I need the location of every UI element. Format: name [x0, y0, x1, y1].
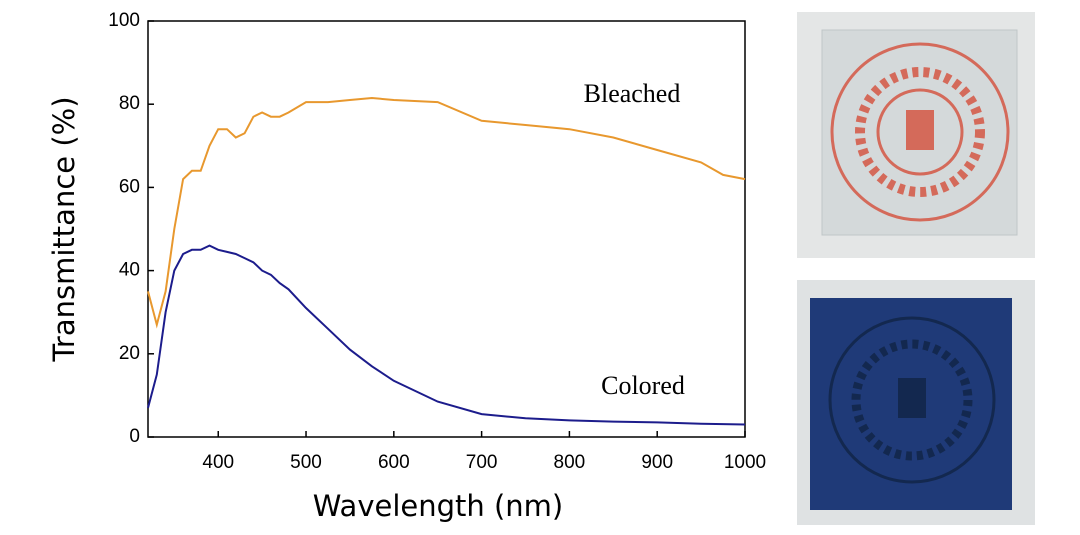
- x-tick-label: 800: [554, 452, 586, 473]
- x-tick-label: 500: [290, 452, 322, 473]
- x-tick-label: 600: [378, 452, 410, 473]
- y-tick-label: 100: [108, 10, 140, 31]
- x-tick-label: 700: [466, 452, 498, 473]
- y-axis-title: Transmittance (%): [47, 96, 81, 362]
- x-axis-title: Wavelength (nm): [313, 489, 564, 523]
- series-line: [147, 96, 746, 329]
- x-tick-label: 1000: [724, 452, 766, 473]
- series-line: [147, 244, 746, 426]
- photo-colored: [797, 280, 1035, 525]
- y-tick-label: 60: [119, 176, 140, 197]
- x-tick-label: 400: [202, 452, 234, 473]
- x-tick-label: 900: [641, 452, 673, 473]
- y-tick-label: 80: [119, 93, 140, 114]
- y-tick-label: 20: [119, 343, 140, 364]
- y-tick-label: 40: [119, 260, 140, 281]
- y-tick-label: 0: [129, 426, 140, 447]
- series-label: Colored: [601, 371, 685, 400]
- plot-frame: [147, 20, 746, 438]
- photo-bleached: [797, 12, 1035, 258]
- series-label: Bleached: [584, 79, 681, 108]
